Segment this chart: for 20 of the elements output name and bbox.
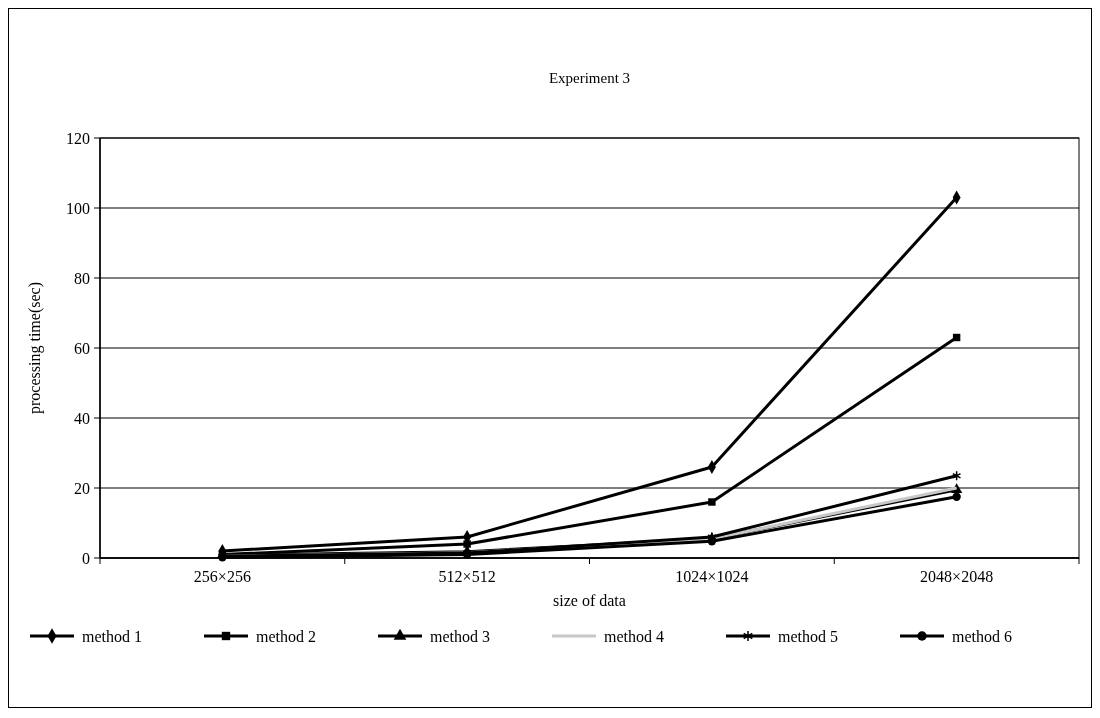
y-tick-label: 40: [74, 409, 90, 427]
x-tick-label: 512×512: [438, 568, 496, 585]
legend-label: method 5: [778, 627, 838, 645]
legend-label: method 6: [952, 627, 1012, 645]
y-tick-label: 120: [66, 129, 90, 147]
y-tick-label: 60: [74, 339, 90, 357]
y-axis-title: processing time(sec): [26, 282, 44, 414]
y-tick-label: 100: [66, 199, 90, 217]
chart-title: Experiment 3: [548, 70, 631, 86]
legend-label: method 4: [604, 627, 664, 645]
y-tick-label: 0: [82, 549, 90, 567]
x-tick-label: 1024×1024: [675, 568, 749, 585]
legend-label: method 3: [430, 627, 490, 645]
x-axis-title: size of data: [553, 592, 626, 609]
x-tick-label: 256×256: [193, 568, 251, 585]
y-tick-label: 20: [74, 479, 90, 497]
y-tick-label: 80: [74, 269, 90, 287]
legend-label: method 2: [256, 627, 316, 645]
x-tick-label: 2048×2048: [920, 568, 994, 585]
legend-label: method 1: [82, 627, 142, 645]
